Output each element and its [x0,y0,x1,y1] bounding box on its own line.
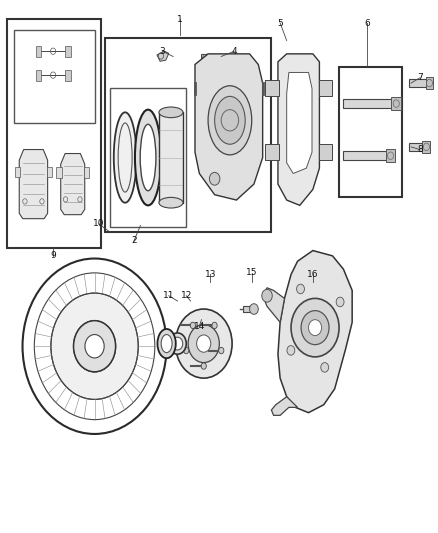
Ellipse shape [159,197,183,208]
Text: 5: 5 [277,19,283,28]
Circle shape [190,322,195,329]
Text: 11: 11 [163,291,174,300]
Text: 14: 14 [194,321,205,330]
Text: 16: 16 [307,270,318,279]
Circle shape [209,172,220,185]
Text: 3: 3 [159,47,165,55]
Ellipse shape [208,86,252,155]
Circle shape [175,309,232,378]
Ellipse shape [172,337,183,350]
Bar [343,99,394,108]
Circle shape [297,284,304,294]
Circle shape [92,360,98,367]
Polygon shape [19,150,48,219]
Ellipse shape [157,329,176,358]
Bar [65,70,71,80]
Bar [57,167,62,178]
Bar [319,80,332,96]
Circle shape [197,335,211,352]
Text: 7: 7 [417,73,423,82]
Circle shape [291,298,339,357]
Circle shape [301,311,329,345]
Circle shape [78,348,85,355]
Circle shape [51,293,138,399]
Bar [159,112,183,203]
Circle shape [201,363,206,369]
Ellipse shape [140,124,156,191]
Text: 4: 4 [231,47,237,55]
Bar [339,67,403,197]
Polygon shape [195,54,263,200]
Bar [7,19,101,248]
Text: 9: 9 [50,252,56,260]
Circle shape [287,345,295,355]
Ellipse shape [215,96,245,144]
Circle shape [321,362,328,372]
Ellipse shape [135,110,161,205]
Circle shape [74,321,116,372]
Circle shape [74,321,116,372]
Polygon shape [278,251,352,413]
Bar [409,79,428,87]
Circle shape [100,329,106,336]
Bar [35,46,41,56]
Bar [14,30,95,123]
Bar [409,143,426,151]
Circle shape [184,348,189,354]
Ellipse shape [161,335,172,353]
Bar [265,144,279,160]
Ellipse shape [159,107,183,118]
Polygon shape [263,288,285,322]
Bar [106,38,272,232]
Bar [47,166,52,177]
Bar [243,306,254,312]
Polygon shape [157,51,169,61]
Bar [110,88,186,227]
Circle shape [188,325,219,362]
Text: 6: 6 [364,19,370,28]
Circle shape [219,348,224,354]
Polygon shape [278,54,319,205]
Text: 10: 10 [93,220,105,229]
Bar [319,144,332,160]
Polygon shape [201,54,211,60]
Circle shape [262,289,272,302]
Circle shape [85,335,104,358]
Ellipse shape [169,333,186,354]
Circle shape [336,297,344,306]
Bar [65,46,71,56]
Bar [386,149,396,162]
Bar [343,151,387,160]
Text: 12: 12 [180,291,192,300]
Text: 2: 2 [131,237,137,246]
Circle shape [83,329,89,336]
Circle shape [308,320,321,336]
Circle shape [212,322,217,329]
Polygon shape [61,154,85,215]
Bar [84,167,89,178]
Text: 1: 1 [177,15,183,24]
Text: 13: 13 [205,270,216,279]
Circle shape [85,335,104,358]
Circle shape [105,348,111,355]
Circle shape [250,304,258,314]
Bar [426,77,433,89]
Bar [15,166,20,177]
Bar [423,141,430,153]
Text: 15: 15 [246,269,258,277]
Bar [392,97,401,110]
Ellipse shape [114,112,137,203]
Polygon shape [272,397,297,415]
Bar [265,80,279,96]
Text: 8: 8 [417,145,423,154]
Bar [35,70,41,80]
Polygon shape [287,72,312,173]
